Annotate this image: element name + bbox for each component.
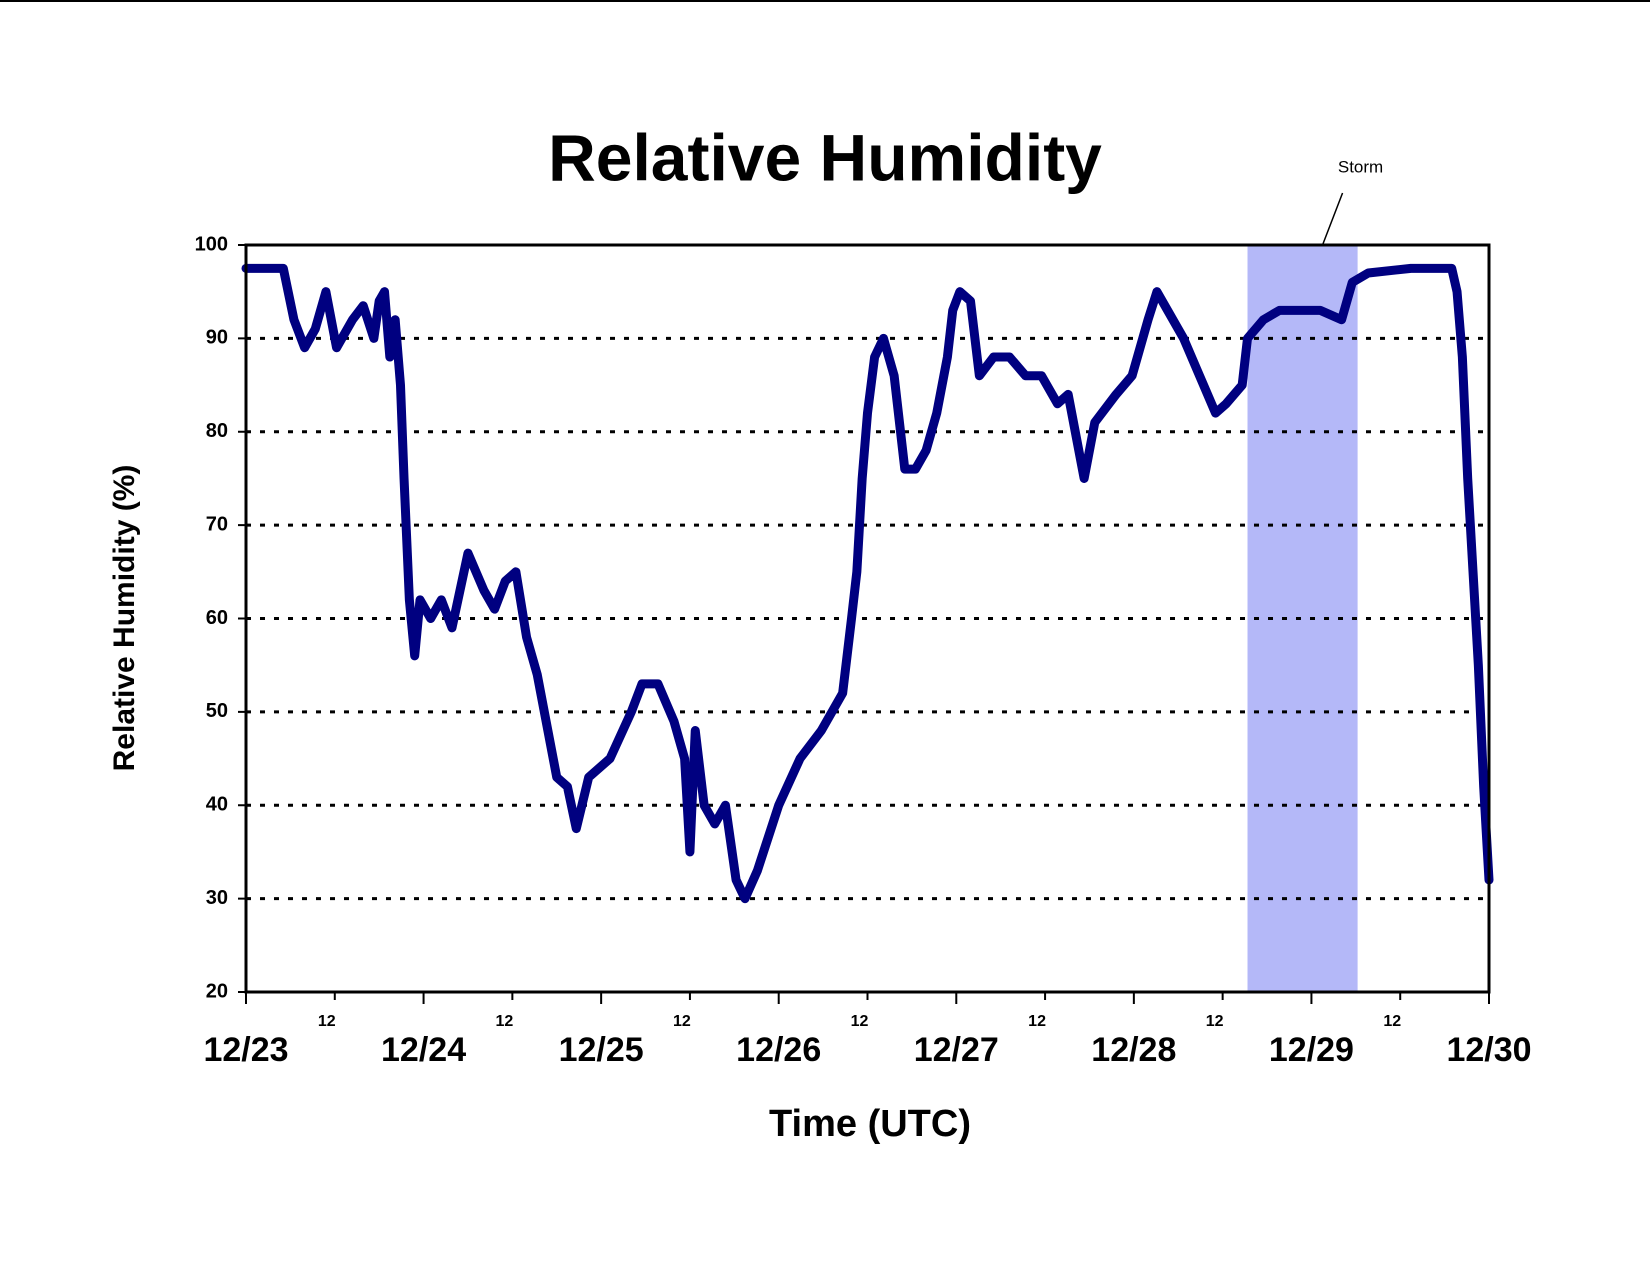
- x-tick-label: 12/25: [559, 1031, 644, 1069]
- x-minor-tick-label: 12: [1206, 1013, 1224, 1030]
- y-axis-label: Relative Humidity (%): [108, 465, 141, 772]
- x-tick-label: 12/30: [1446, 1031, 1531, 1069]
- y-tick-label: 20: [206, 980, 228, 1002]
- x-axis-label: Time (UTC): [769, 1103, 971, 1145]
- x-tick-label: 12/28: [1091, 1031, 1176, 1069]
- y-tick-label: 40: [206, 794, 228, 816]
- x-minor-tick-label: 12: [495, 1013, 513, 1030]
- x-tick-label: 12/24: [381, 1031, 466, 1069]
- y-tick-label: 100: [195, 233, 228, 255]
- y-tick-label: 50: [206, 700, 228, 722]
- x-tick-label: 12/23: [203, 1031, 288, 1069]
- x-minor-tick-label: 12: [1028, 1013, 1046, 1030]
- annotation-pointer: [1321, 192, 1344, 246]
- y-tick-label: 60: [206, 607, 228, 629]
- x-minor-tick-label: 12: [318, 1013, 336, 1030]
- y-tick-label: 30: [206, 887, 228, 909]
- x-minor-tick-label: 12: [673, 1013, 691, 1030]
- annotation-label: Storm: [1338, 157, 1383, 176]
- humidity-line: [241, 263, 1494, 904]
- x-minor-tick-label: 12: [851, 1013, 869, 1030]
- plot-frame: [244, 243, 1491, 994]
- y-tick-label: 90: [206, 327, 228, 349]
- y-tick-label: 80: [206, 420, 228, 442]
- x-tick-label: 12/26: [736, 1031, 821, 1069]
- chart-title: Relative Humidity: [548, 120, 1102, 194]
- y-tick-label: 70: [206, 513, 228, 535]
- x-minor-tick-label: 12: [1383, 1013, 1401, 1030]
- x-tick-label: 12/27: [914, 1031, 999, 1069]
- x-tick-label: 12/29: [1269, 1031, 1354, 1069]
